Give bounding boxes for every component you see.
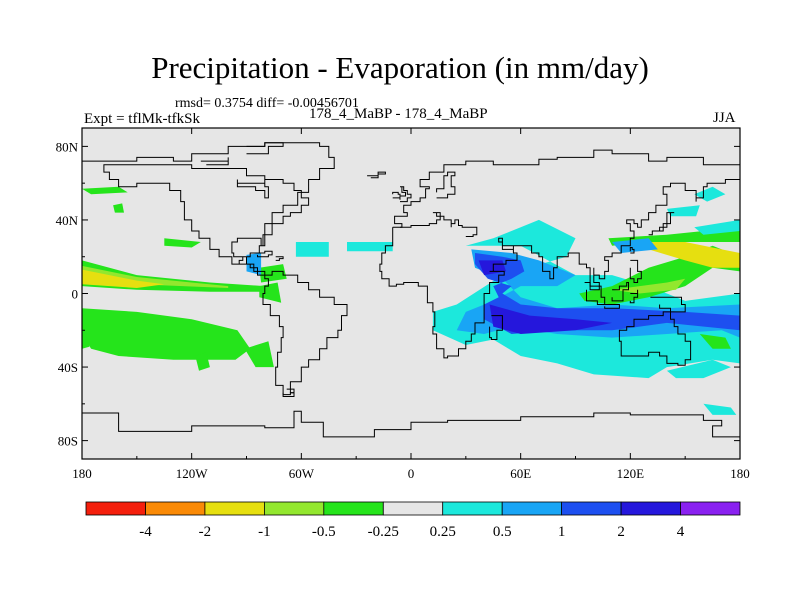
contour-region-27: [666, 205, 700, 217]
contour-region-10: [259, 264, 287, 283]
coastline-11: [629, 259, 642, 283]
colorbar: -4 -2 -1 -0.5 -0.25 0.25 0.5 1 2 4: [85, 501, 741, 540]
x-tick-label-3: 0: [408, 466, 415, 481]
contour-region-29: [703, 403, 737, 415]
coastline-13: [629, 247, 635, 254]
colorbar-label-5: 0.25: [430, 524, 456, 540]
coastline-2: [400, 212, 478, 237]
colorbar-bin-4: [323, 501, 384, 516]
colorbar-bin-9: [620, 501, 681, 516]
coastline-20: [257, 250, 273, 258]
colorbar-bin-6: [442, 501, 503, 516]
y-tick-label-0: 80N: [56, 139, 79, 154]
coastlines: [82, 142, 740, 438]
colorbar-label-8: 2: [617, 524, 625, 540]
contour-region-25: [694, 219, 740, 235]
coastline-19: [275, 256, 284, 261]
coastline-9: [629, 289, 639, 304]
contour-region-3: [82, 308, 251, 360]
colorbar-bin-8: [561, 501, 622, 516]
colorbar-bin-0: [85, 501, 146, 516]
contour-region-2: [82, 269, 165, 288]
coastline-3: [436, 171, 456, 199]
contour-region-8: [113, 203, 124, 213]
colorbar-label-9: 4: [677, 524, 685, 540]
colorbar-label-7: 1: [558, 524, 566, 540]
colorbar-label-3: -0.5: [312, 524, 336, 540]
y-tick-label-2: 0: [72, 287, 79, 302]
coastline-1: [379, 149, 740, 359]
stats-label: rmsd= 0.3754 diff= -0.00456701: [175, 96, 359, 111]
coastline-14: [399, 186, 412, 203]
contour-region-28: [666, 359, 731, 379]
x-tick-label-6: 180: [730, 466, 750, 481]
colorbar-bin-5: [382, 501, 444, 516]
colorbar-bin-10: [680, 501, 741, 516]
coastline-6: [584, 282, 606, 305]
coastline-5: [618, 311, 692, 366]
y-tick-label-3: 40S: [58, 360, 78, 375]
x-tick-label-5: 120E: [617, 466, 645, 481]
contour-region-9: [164, 238, 201, 248]
y-tick-label-4: 80S: [58, 434, 78, 449]
coastline-4: [489, 315, 503, 340]
contour-region-7: [82, 186, 128, 195]
coastline-10: [650, 296, 686, 313]
contour-region-6: [82, 334, 90, 349]
coastline-7: [604, 304, 620, 309]
coastline-21: [282, 388, 295, 396]
contour-region-4: [244, 341, 274, 368]
x-tick-label-1: 120W: [176, 466, 209, 481]
season-label: JJA: [713, 110, 736, 126]
colorbar-label-0: -4: [139, 524, 152, 540]
coastline-0: [82, 142, 348, 397]
coastline-12: [648, 212, 675, 236]
colorbar-bin-1: [145, 501, 206, 516]
chart-title: Precipitation - Evaporation (in mm/day): [151, 50, 649, 85]
colorbar-bin-7: [501, 501, 563, 516]
contour-region-24: [612, 238, 658, 253]
x-tick-label-4: 60E: [510, 466, 531, 481]
contour-region-22: [648, 238, 740, 268]
coastline-18: [200, 157, 229, 166]
coastline-22: [82, 410, 740, 438]
colorbar-label-4: -0.25: [368, 524, 399, 540]
y-tick-label-1: 40N: [56, 213, 79, 228]
coastline-16: [367, 171, 386, 179]
axes: 180 120W 60W 0 60E 120E 180 80N 40N 0 40S 80S: [56, 128, 750, 481]
contour-region-5: [195, 352, 210, 371]
contour-region-14: [347, 242, 393, 252]
coastline-17: [246, 142, 284, 155]
experiment-label: Expt = tflMk-tfkSk: [84, 111, 200, 127]
runs-label: 178_4_MaBP - 178_4_MaBP: [309, 106, 488, 122]
colorbar-bin-2: [204, 501, 265, 516]
contour-region-30: [699, 334, 731, 349]
coastline-15: [392, 191, 401, 199]
x-tick-label-2: 60W: [289, 466, 315, 481]
coastline-8: [611, 282, 629, 302]
contour-region-21: [612, 278, 686, 294]
contour-region-19: [489, 304, 613, 334]
contour-region-17: [475, 253, 740, 334]
colorbar-label-2: -1: [258, 524, 271, 540]
contour-fills: [82, 186, 740, 415]
colorbar-bin-3: [263, 501, 325, 516]
contour-region-12: [295, 242, 329, 257]
colorbar-label-1: -2: [199, 524, 212, 540]
x-tick-label-0: 180: [72, 466, 92, 481]
colorbar-label-6: 0.5: [493, 524, 512, 540]
